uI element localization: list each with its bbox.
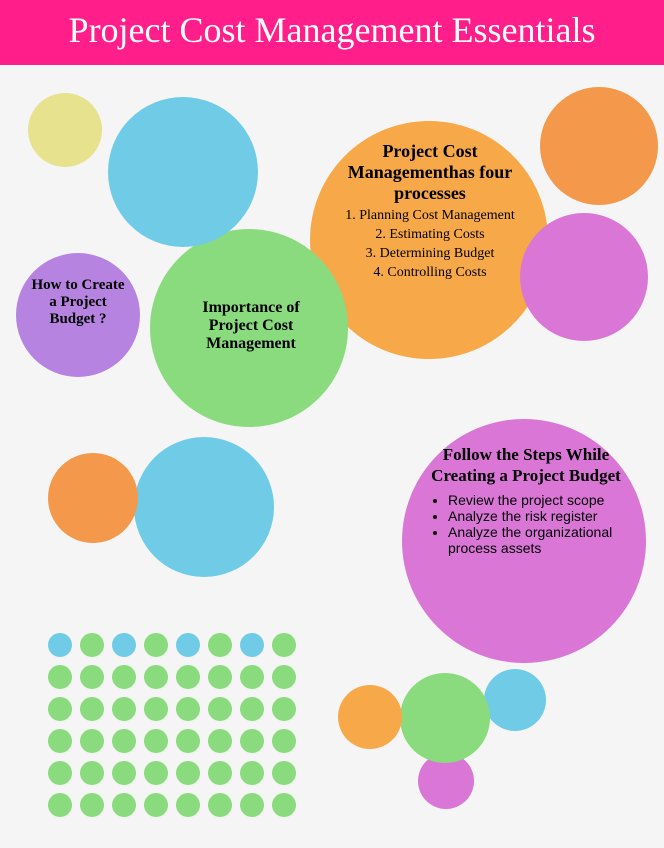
grid-dot — [208, 793, 232, 817]
bubble-importance-title: Importance of Project Cost Management — [178, 299, 324, 353]
step-item: Analyze the risk register — [448, 508, 622, 524]
grid-dot — [176, 729, 200, 753]
grid-dot — [176, 633, 200, 657]
grid-dot — [208, 633, 232, 657]
grid-dot — [272, 697, 296, 721]
grid-dot — [272, 633, 296, 657]
bubble-processes-items: 1. Planning Cost Management 2. Estimatin… — [338, 207, 522, 283]
grid-dot — [80, 761, 104, 785]
infographic-canvas: How to Create a Project Budget ? Importa… — [0, 65, 664, 810]
circle-orange-topright — [540, 87, 658, 205]
grid-dot — [48, 665, 72, 689]
grid-dot — [272, 729, 296, 753]
header: Project Cost Management Essentials — [0, 0, 664, 65]
grid-dot — [144, 729, 168, 753]
circle-orange-small-bot — [338, 685, 402, 749]
grid-dot — [48, 633, 72, 657]
bubble-processes: Project Cost Managementhas four processe… — [338, 141, 522, 283]
grid-dot — [80, 665, 104, 689]
grid-dot — [176, 793, 200, 817]
grid-dot — [112, 665, 136, 689]
circle-green-bot — [400, 673, 490, 763]
grid-dot — [272, 793, 296, 817]
grid-dot — [80, 633, 104, 657]
grid-dot — [144, 761, 168, 785]
circle-pink-right — [520, 213, 648, 341]
grid-dot — [112, 793, 136, 817]
bubble-steps-title: Follow the Steps While Creating a Projec… — [430, 445, 622, 486]
grid-dot — [112, 761, 136, 785]
grid-dot — [144, 633, 168, 657]
bubble-steps: Follow the Steps While Creating a Projec… — [430, 445, 622, 556]
grid-dot — [80, 697, 104, 721]
process-item: 3. Determining Budget — [338, 245, 522, 264]
grid-dot — [240, 665, 264, 689]
grid-dot — [208, 761, 232, 785]
circle-blue-top — [108, 97, 258, 247]
grid-dot — [208, 697, 232, 721]
grid-dot — [144, 793, 168, 817]
bubble-importance: Importance of Project Cost Management — [178, 299, 324, 353]
grid-dot — [144, 697, 168, 721]
step-item: Review the project scope — [448, 492, 622, 508]
circle-blue-mid — [134, 437, 274, 577]
grid-dot — [176, 761, 200, 785]
grid-dot — [48, 793, 72, 817]
grid-dot — [240, 633, 264, 657]
process-item: 2. Estimating Costs — [338, 226, 522, 245]
process-item: 1. Planning Cost Management — [338, 207, 522, 226]
circle-orange-mid — [48, 453, 138, 543]
grid-dot — [112, 697, 136, 721]
grid-dot — [176, 697, 200, 721]
step-item: Analyze the organizational process asset… — [448, 524, 622, 556]
grid-dot — [48, 761, 72, 785]
bubble-howto-title: How to Create a Project Budget ? — [28, 277, 128, 328]
grid-dot — [240, 761, 264, 785]
grid-dot — [112, 633, 136, 657]
grid-dot — [48, 729, 72, 753]
grid-dot — [80, 793, 104, 817]
page-title: Project Cost Management Essentials — [0, 10, 664, 51]
grid-dot — [240, 729, 264, 753]
grid-dot — [240, 697, 264, 721]
grid-dot — [208, 729, 232, 753]
grid-dot — [112, 729, 136, 753]
grid-dot — [240, 793, 264, 817]
circle-yellow-small — [28, 93, 102, 167]
bubble-steps-items: Review the project scope Analyze the ris… — [430, 492, 622, 556]
grid-dot — [208, 665, 232, 689]
grid-dot — [272, 761, 296, 785]
circle-blue-bot — [484, 669, 546, 731]
bubble-processes-title: Project Cost Managementhas four processe… — [338, 141, 522, 203]
dot-grid — [48, 633, 296, 817]
grid-dot — [144, 665, 168, 689]
process-item: 4. Controlling Costs — [338, 264, 522, 283]
grid-dot — [80, 729, 104, 753]
grid-dot — [176, 665, 200, 689]
grid-dot — [48, 697, 72, 721]
grid-dot — [272, 665, 296, 689]
bubble-howto: How to Create a Project Budget ? — [28, 277, 128, 328]
